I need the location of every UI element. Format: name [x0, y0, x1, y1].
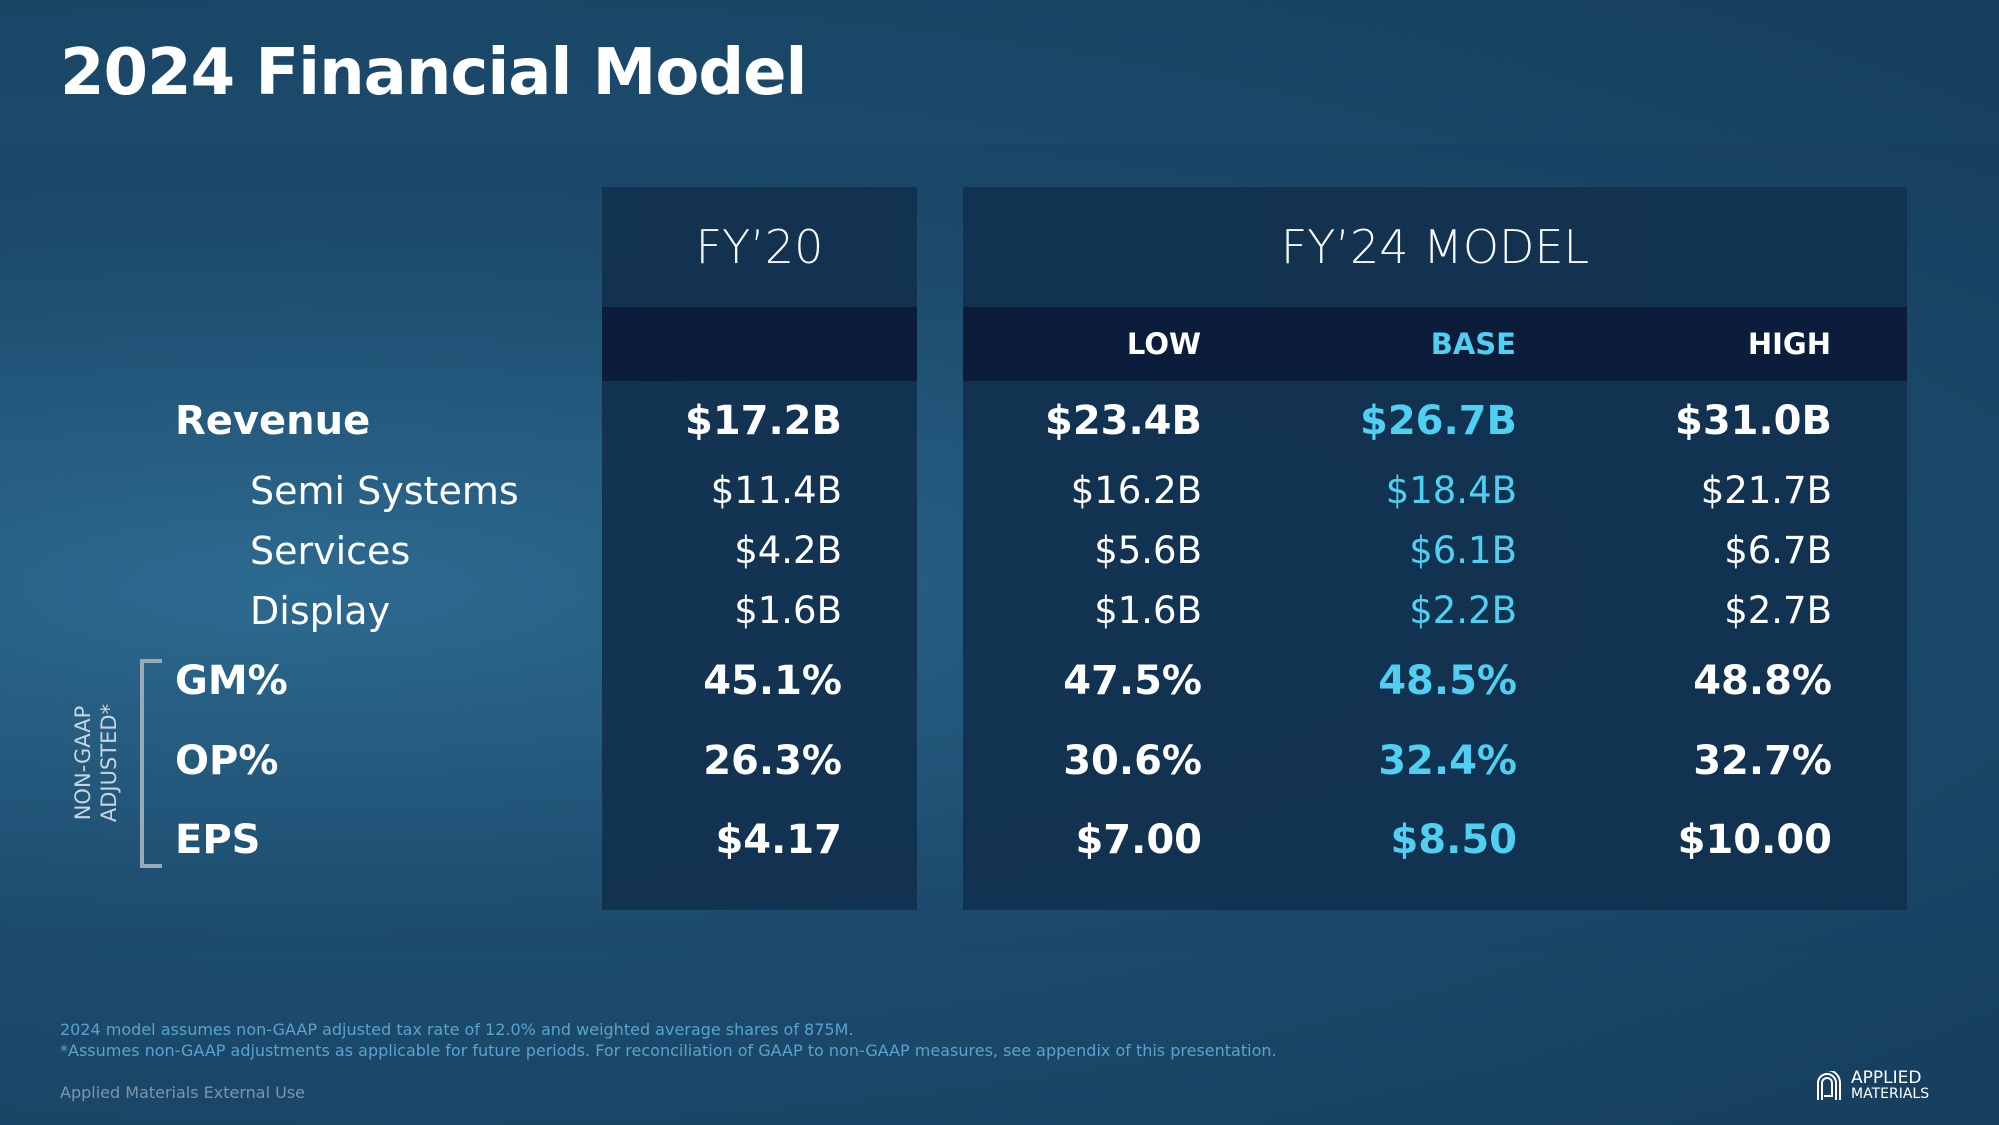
- fy20-header: FY’20: [695, 220, 824, 274]
- low-value: 30.6%: [1063, 738, 1202, 784]
- footnote-1: 2024 model assumes non-GAAP adjusted tax…: [60, 1020, 854, 1039]
- col-base: BASE: [1430, 327, 1516, 361]
- low-value: $5.6B: [1094, 529, 1202, 572]
- high-value: $6.7B: [1724, 529, 1832, 572]
- classification-label: Applied Materials External Use: [60, 1083, 306, 1102]
- table-row: EPS $4.17 $7.00 $8.50 $10.00: [0, 810, 1999, 870]
- row-label: GM%: [175, 658, 288, 704]
- non-gaap-label: NON-GAAP ADJUSTED*: [70, 704, 122, 822]
- logo-line1: APPLIED: [1851, 1068, 1922, 1088]
- footnote-2: *Assumes non-GAAP adjustments as applica…: [60, 1041, 1277, 1060]
- base-value: $18.4B: [1385, 469, 1517, 512]
- col-high: HIGH: [1747, 327, 1831, 361]
- fy20-value: 45.1%: [703, 658, 842, 704]
- non-gaap-bracket: [140, 659, 162, 868]
- applied-materials-logo: APPLIED MATERIALS: [1815, 1070, 1929, 1102]
- page-title: 2024 Financial Model: [60, 36, 807, 110]
- high-value: $10.00: [1677, 817, 1832, 863]
- row-label: Semi Systems: [250, 469, 519, 513]
- fy20-value: $4.17: [715, 817, 842, 863]
- fy20-value: $1.6B: [734, 589, 842, 632]
- table-row: GM% 45.1% 47.5% 48.5% 48.8%: [0, 651, 1999, 711]
- fy20-value: $4.2B: [734, 529, 842, 572]
- non-gaap-line2: ADJUSTED*: [97, 703, 121, 823]
- table-row: OP% 26.3% 30.6% 32.4% 32.7%: [0, 731, 1999, 791]
- fy24-header: FY’24 MODEL: [1280, 220, 1590, 274]
- logo-line2: MATERIALS: [1851, 1086, 1930, 1102]
- table-row: Semi Systems $11.4B $16.2B $18.4B $21.7B: [0, 461, 1999, 521]
- high-value: 48.8%: [1693, 658, 1832, 704]
- low-value: $16.2B: [1070, 469, 1202, 512]
- table-row: Display $1.6B $1.6B $2.2B $2.7B: [0, 581, 1999, 641]
- fy20-value: $11.4B: [710, 469, 842, 512]
- low-value: 47.5%: [1063, 658, 1202, 704]
- applied-logo-icon: [1817, 1071, 1841, 1100]
- base-value: 32.4%: [1378, 738, 1517, 784]
- row-label: OP%: [175, 738, 279, 784]
- base-value: $8.50: [1390, 817, 1517, 863]
- row-label: EPS: [175, 817, 261, 863]
- base-value: $2.2B: [1409, 589, 1517, 632]
- base-value: $26.7B: [1359, 398, 1517, 444]
- low-value: $1.6B: [1094, 589, 1202, 632]
- table-row: Services $4.2B $5.6B $6.1B $6.7B: [0, 521, 1999, 581]
- high-value: 32.7%: [1693, 738, 1832, 784]
- fy24-subheader-row: [963, 307, 1907, 381]
- base-value: $6.1B: [1409, 529, 1517, 572]
- base-value: 48.5%: [1378, 658, 1517, 704]
- low-value: $23.4B: [1044, 398, 1202, 444]
- col-low: LOW: [1126, 327, 1201, 361]
- row-label: Display: [250, 589, 391, 633]
- low-value: $7.00: [1075, 817, 1202, 863]
- non-gaap-line1: NON-GAAP: [71, 705, 95, 821]
- row-label: Revenue: [175, 398, 371, 444]
- fy20-value: 26.3%: [703, 738, 842, 784]
- table-row: Revenue $17.2B $23.4B $26.7B $31.0B: [0, 391, 1999, 451]
- high-value: $31.0B: [1674, 398, 1832, 444]
- high-value: $2.7B: [1724, 589, 1832, 632]
- fy20-subheader-row: [602, 307, 917, 381]
- row-label: Services: [250, 529, 411, 573]
- high-value: $21.7B: [1700, 469, 1832, 512]
- fy20-value: $17.2B: [684, 398, 842, 444]
